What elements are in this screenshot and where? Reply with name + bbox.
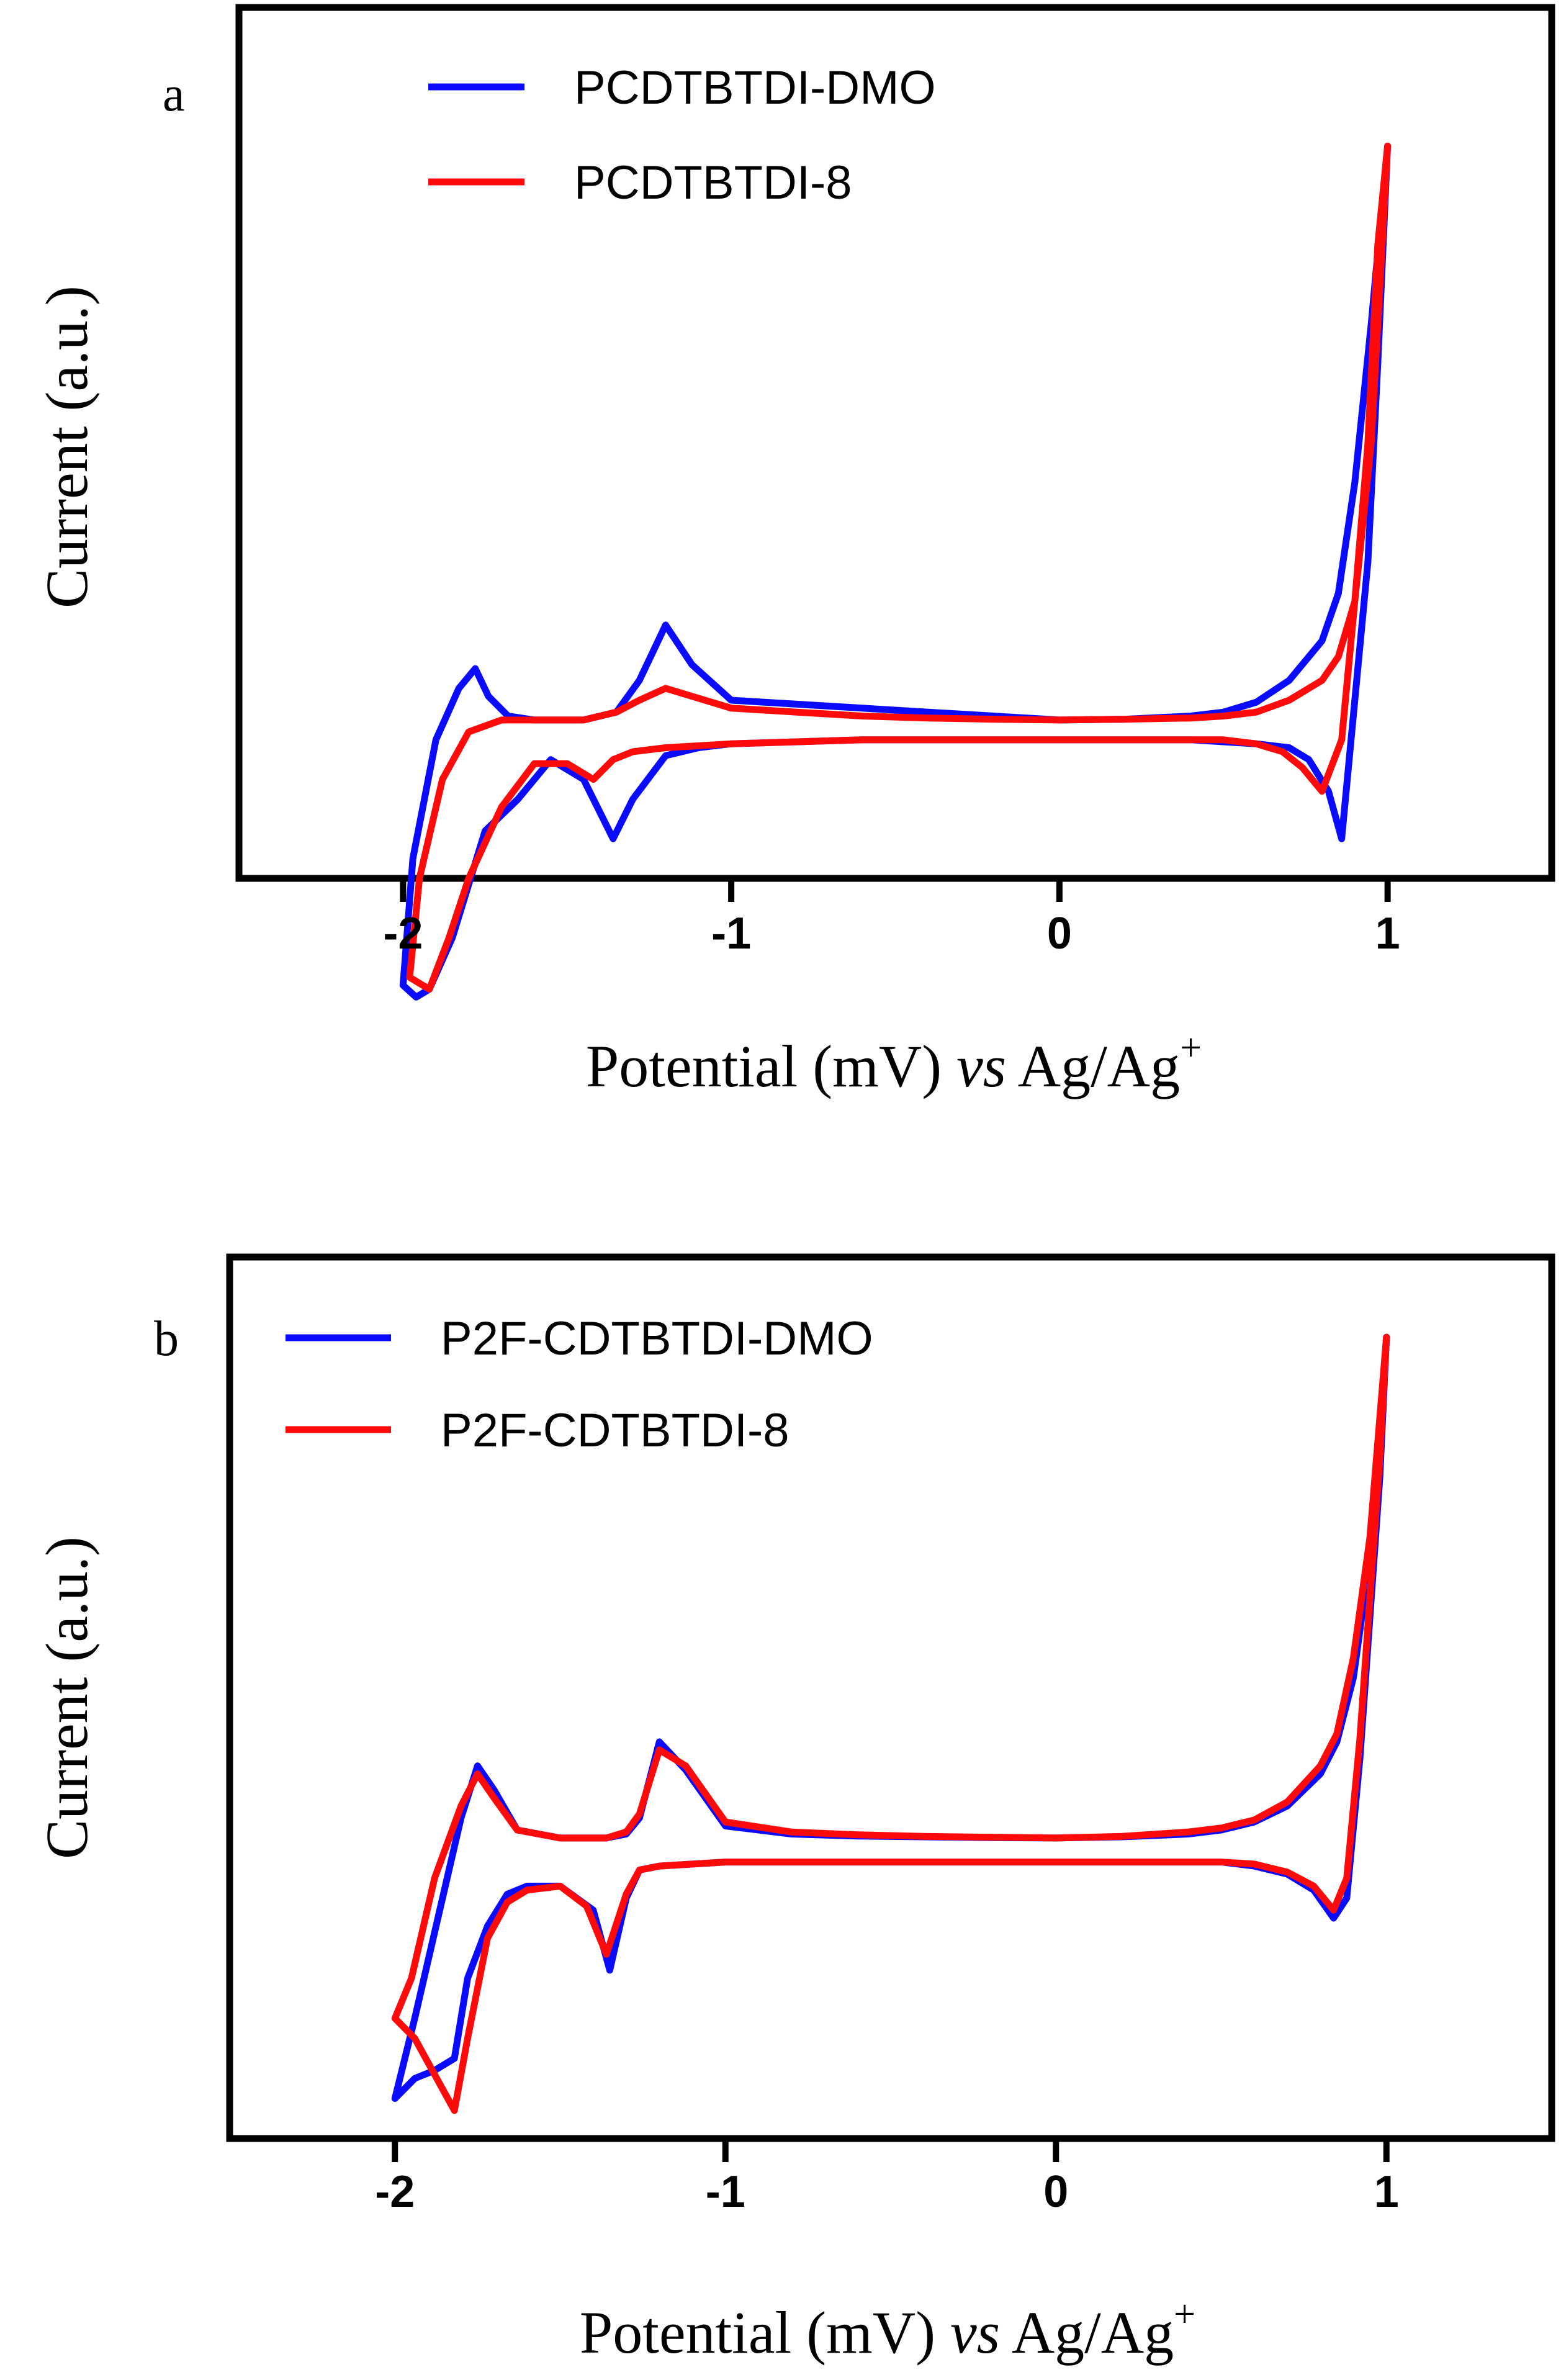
series-layer-a xyxy=(399,142,1392,1001)
legend-label-series-1-a: PCDTBTDI-DMO xyxy=(574,61,936,114)
x-tick-label-3-b: 0 xyxy=(1043,2167,1068,2217)
y-axis-title-b: Current (a.u.) xyxy=(34,1536,100,1859)
panel-letter-a: a xyxy=(163,67,185,122)
legend-label-series-1-b: P2F-CDTBTDI-DMO xyxy=(441,1312,873,1365)
x-tick-label-2-a: -1 xyxy=(711,909,751,958)
series-line-1-a xyxy=(399,142,1392,1001)
x-tick-label-2-b: -1 xyxy=(706,2167,745,2217)
series-line-2-a xyxy=(406,142,1392,993)
series-line-2-b xyxy=(391,1333,1390,2114)
x-ticks-b: -2 -1 0 1 xyxy=(375,2139,1399,2217)
legend-label-series-2-b: P2F-CDTBTDI-8 xyxy=(441,1404,789,1457)
legend-label-series-2-a: PCDTBTDI-8 xyxy=(574,156,852,209)
chart-panel-b: b -2 -1 0 1 P2F-CDTBTDI-DMO P2F-CDTBTDI-8 C… xyxy=(34,1253,1555,2366)
x-tick-label-4-b: 1 xyxy=(1374,2167,1399,2217)
plot-frame-a xyxy=(235,4,1555,882)
x-tick-label-1-b: -2 xyxy=(375,2167,415,2217)
panel-letter-b: b xyxy=(154,1312,179,1366)
x-tick-label-3-a: 0 xyxy=(1047,909,1072,958)
x-axis-title-b: Potential (mV) vs Ag/Ag+ xyxy=(580,2293,1195,2366)
chart-panel-a: a -2 -1 0 1 PCDTBTDI-DMO PCDTBTDI-8 Current… xyxy=(34,4,1555,1099)
x-tick-label-1-a: -2 xyxy=(383,909,423,958)
x-ticks-a: -2 -1 0 1 xyxy=(383,878,1400,958)
y-axis-title-a: Current (a.u.) xyxy=(34,286,100,608)
plot-frame-b xyxy=(226,1253,1555,2142)
x-axis-title-a: Potential (mV) vs Ag/Ag+ xyxy=(586,1027,1202,1099)
x-tick-label-4-a: 1 xyxy=(1375,909,1400,958)
series-layer-b xyxy=(391,1333,1390,2114)
legend-a: PCDTBTDI-DMO PCDTBTDI-8 xyxy=(428,61,936,209)
legend-b: P2F-CDTBTDI-DMO P2F-CDTBTDI-8 xyxy=(286,1312,873,1457)
